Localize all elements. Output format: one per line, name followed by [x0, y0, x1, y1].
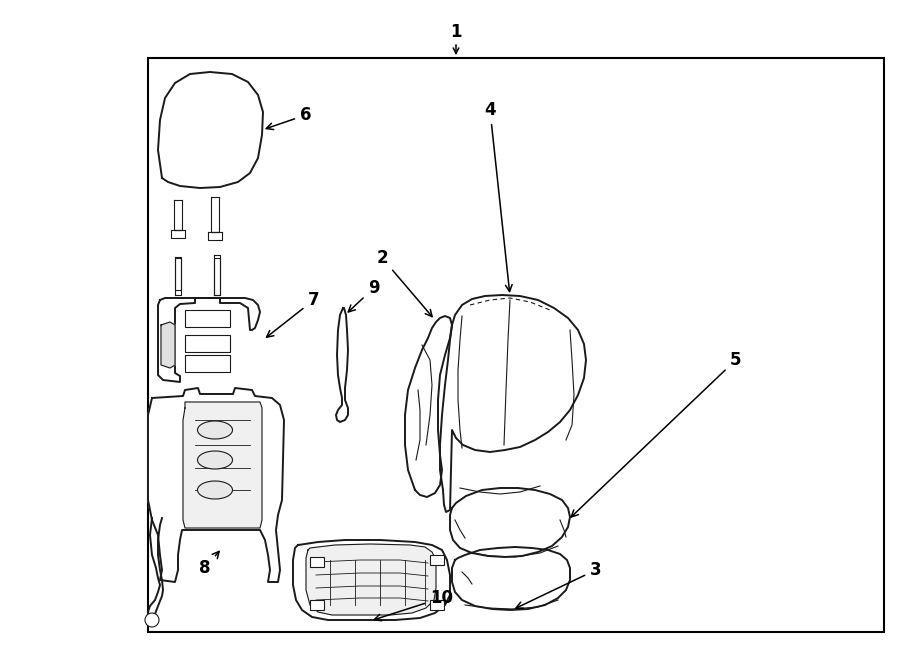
Ellipse shape: [197, 451, 232, 469]
Bar: [310, 557, 324, 567]
Text: 6: 6: [266, 106, 311, 130]
Circle shape: [145, 613, 159, 627]
Bar: [185, 355, 230, 372]
Bar: [148, 58, 884, 632]
Polygon shape: [306, 544, 436, 615]
Text: 9: 9: [348, 279, 380, 312]
Bar: [185, 310, 230, 327]
Text: 7: 7: [266, 291, 320, 337]
Text: 5: 5: [572, 351, 742, 517]
Polygon shape: [405, 316, 452, 497]
Bar: [430, 555, 444, 565]
Ellipse shape: [197, 421, 232, 439]
Text: 2: 2: [376, 249, 432, 317]
Text: 10: 10: [374, 589, 453, 621]
Polygon shape: [336, 308, 348, 422]
Bar: [185, 335, 230, 352]
Text: 3: 3: [516, 561, 601, 608]
Text: 4: 4: [484, 101, 512, 292]
Ellipse shape: [197, 481, 232, 499]
Polygon shape: [161, 322, 175, 368]
Polygon shape: [158, 72, 263, 188]
Bar: [310, 600, 324, 610]
Text: 1: 1: [450, 23, 462, 41]
Polygon shape: [183, 402, 262, 528]
Polygon shape: [450, 488, 570, 557]
Text: 8: 8: [199, 551, 219, 577]
Polygon shape: [148, 388, 284, 582]
Polygon shape: [158, 298, 260, 382]
Polygon shape: [293, 540, 450, 620]
Polygon shape: [452, 547, 570, 610]
Polygon shape: [440, 295, 586, 512]
Bar: [430, 600, 444, 610]
